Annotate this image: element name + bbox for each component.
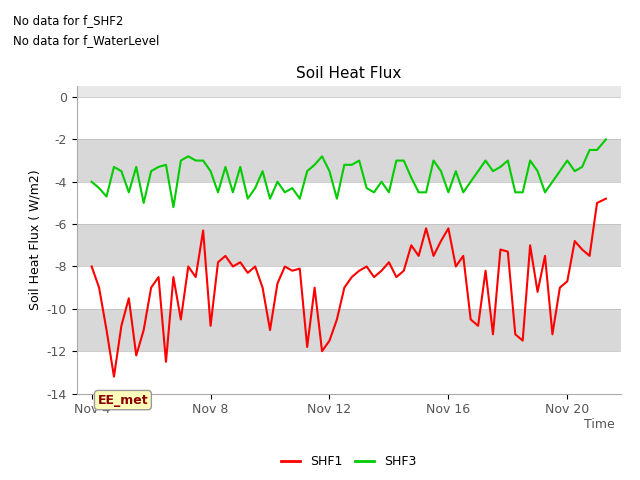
- Title: Soil Heat Flux: Soil Heat Flux: [296, 66, 401, 81]
- Text: Time: Time: [584, 418, 614, 431]
- Bar: [77, 182, 621, 224]
- Bar: [77, 309, 621, 351]
- Bar: [77, 266, 621, 309]
- Text: No data for f_SHF2: No data for f_SHF2: [13, 14, 123, 27]
- Text: No data for f_WaterLevel: No data for f_WaterLevel: [13, 34, 159, 47]
- Text: EE_met: EE_met: [98, 394, 148, 407]
- Bar: [77, 224, 621, 266]
- Bar: [77, 139, 621, 182]
- Y-axis label: Soil Heat Flux ( W/m2): Soil Heat Flux ( W/m2): [28, 170, 41, 310]
- Legend: SHF1, SHF3: SHF1, SHF3: [276, 450, 421, 473]
- Bar: [77, 351, 621, 394]
- Bar: [77, 97, 621, 139]
